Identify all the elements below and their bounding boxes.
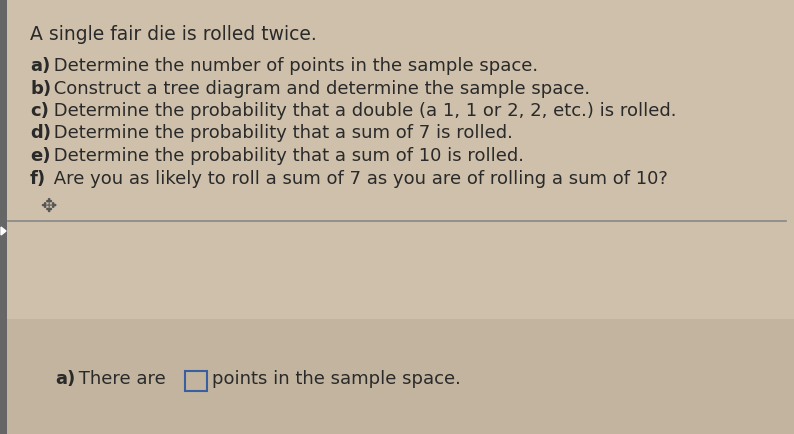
- Polygon shape: [1, 227, 6, 236]
- Text: Determine the probability that a double (a 1, 1 or 2, 2, etc.) is rolled.: Determine the probability that a double …: [48, 102, 676, 120]
- Text: There are: There are: [73, 369, 166, 387]
- Text: c): c): [30, 102, 49, 120]
- Text: A single fair die is rolled twice.: A single fair die is rolled twice.: [30, 25, 317, 44]
- Text: e): e): [30, 147, 51, 164]
- Bar: [185, 371, 207, 391]
- Text: f): f): [30, 169, 46, 187]
- Text: Are you as likely to roll a sum of 7 as you are of rolling a sum of 10?: Are you as likely to roll a sum of 7 as …: [48, 169, 668, 187]
- Bar: [0, 319, 794, 434]
- Bar: [0, 0, 7, 434]
- Text: points in the sample space.: points in the sample space.: [212, 369, 461, 387]
- Text: b): b): [30, 79, 51, 97]
- Text: Determine the number of points in the sample space.: Determine the number of points in the sa…: [48, 57, 538, 75]
- Text: Determine the probability that a sum of 7 is rolled.: Determine the probability that a sum of …: [48, 124, 513, 142]
- Text: a): a): [55, 369, 75, 387]
- Text: ✥: ✥: [40, 197, 56, 216]
- Text: Determine the probability that a sum of 10 is rolled.: Determine the probability that a sum of …: [48, 147, 524, 164]
- Bar: [0, 0, 794, 319]
- Text: d): d): [30, 124, 51, 142]
- Text: a): a): [30, 57, 50, 75]
- Text: Construct a tree diagram and determine the sample space.: Construct a tree diagram and determine t…: [48, 79, 590, 97]
